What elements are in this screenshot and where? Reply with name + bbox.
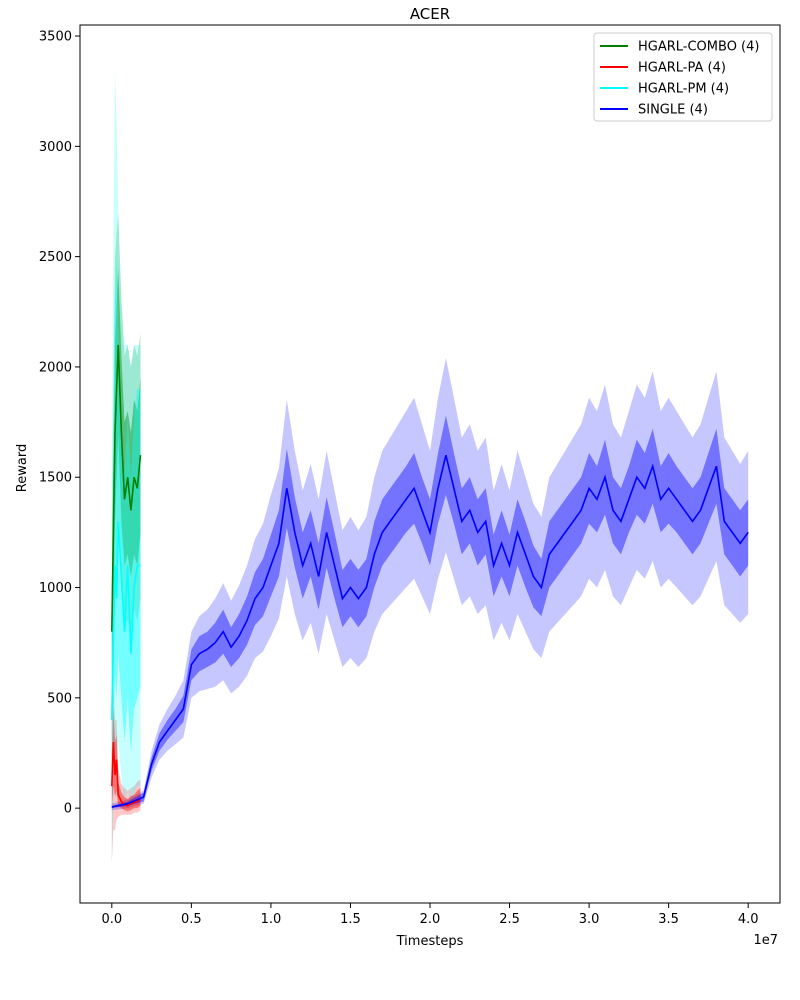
x-tick-label: 0.0 (101, 912, 122, 927)
y-tick-label: 1000 (39, 581, 72, 596)
x-tick-label: 1.0 (261, 912, 282, 927)
legend-label: SINGLE (4) (638, 103, 708, 118)
x-tick-label: 0.5 (181, 912, 202, 927)
y-tick-label: 3500 (39, 30, 72, 45)
plot-area (111, 69, 749, 864)
legend-label: HGARL-PM (4) (638, 82, 729, 97)
y-tick-label: 0 (64, 802, 72, 817)
x-axis-ticks: 0.0 0.5 1.0 1.5 2.0 2.5 3.0 3.5 4.0 (101, 903, 759, 927)
x-tick-label: 1.5 (340, 912, 361, 927)
series-outer-band-2 (111, 69, 141, 864)
legend-box (593, 32, 773, 122)
series-inner-band-3 (111, 415, 749, 809)
y-tick-label: 1500 (39, 471, 72, 486)
y-axis-ticks: 0 500 1000 1500 2000 2500 3000 3500 (39, 30, 80, 817)
legend-label: HGARL-COMBO (4) (638, 40, 759, 55)
legend-label: HGARL-PA (4) (638, 61, 726, 76)
legend: HGARL-COMBO (4) HGARL-PA (4) HGARL-PM (4) S… (593, 32, 773, 122)
y-tick-label: 3000 (39, 140, 72, 155)
y-tick-label: 500 (47, 691, 72, 706)
x-axis-label: Timesteps (396, 934, 464, 949)
series-line-2 (111, 521, 141, 720)
series-inner-band-2 (111, 256, 141, 787)
x-tick-label: 3.0 (579, 912, 600, 927)
chart-title: ACER (410, 5, 450, 23)
series-outer-band-3 (111, 358, 749, 811)
series-line-1 (111, 741, 141, 807)
x-tick-label: 2.0 (420, 912, 441, 927)
series-inner-band-1 (111, 708, 141, 812)
x-tick-label: 4.0 (738, 912, 759, 927)
series-line-3 (111, 455, 749, 808)
series-line-0 (111, 344, 142, 632)
y-axis-label: Reward (15, 444, 30, 492)
y-tick-label: 2000 (39, 360, 72, 375)
x-axis-offset: 1e7 (753, 933, 778, 948)
x-tick-label: 2.5 (499, 912, 520, 927)
series-lines (111, 344, 749, 808)
y-tick-label: 2500 (39, 250, 72, 265)
x-tick-label: 3.5 (658, 912, 679, 927)
